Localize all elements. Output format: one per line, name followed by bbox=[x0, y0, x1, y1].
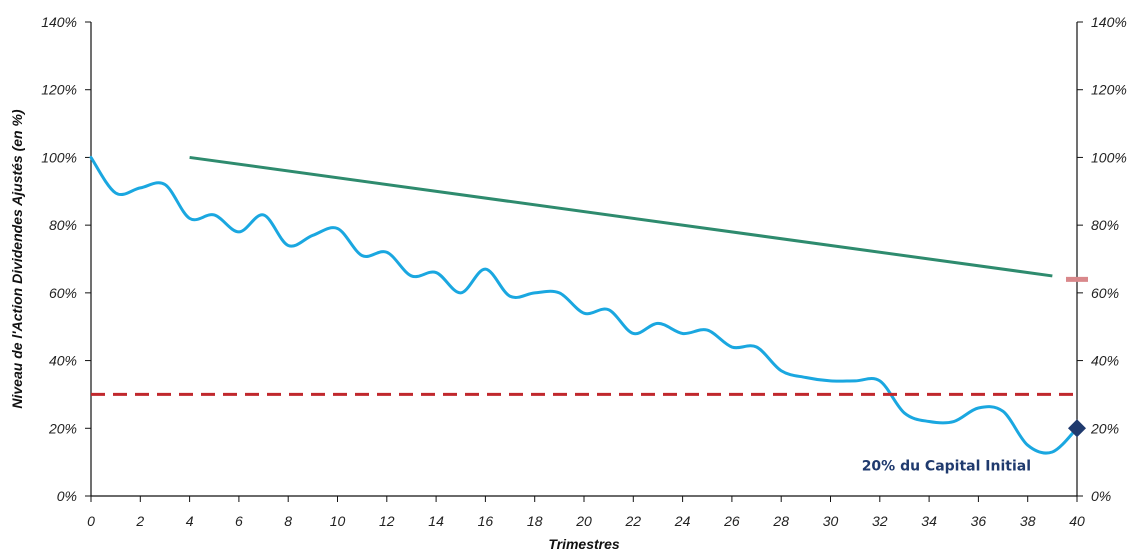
y-tick-label-right: 60% bbox=[1091, 285, 1119, 301]
x-tick-label: 14 bbox=[428, 513, 444, 529]
markers-layer bbox=[1066, 276, 1088, 438]
x-tick-label: 8 bbox=[284, 513, 292, 529]
y-tick-label-left: 0% bbox=[57, 488, 77, 504]
x-tick-label: 18 bbox=[527, 513, 543, 529]
final-level-marker bbox=[1068, 419, 1086, 438]
y-tick-label-left: 40% bbox=[49, 353, 77, 369]
y-tick-label-left: 80% bbox=[49, 217, 77, 233]
x-tick-label: 40 bbox=[1069, 513, 1085, 529]
tick-labels: 0% 0% 20% 20% 40% 40% 60% 60% 80% 80% 100% 100% 120%… bbox=[41, 14, 1127, 529]
x-tick-label: 22 bbox=[625, 513, 642, 529]
x-tick-label: 36 bbox=[971, 513, 987, 529]
axes bbox=[85, 21, 1083, 502]
x-tick-label: 6 bbox=[235, 513, 243, 529]
x-tick-label: 26 bbox=[723, 513, 740, 529]
x-tick-label: 4 bbox=[186, 513, 194, 529]
y-tick-label-right: 100% bbox=[1091, 149, 1127, 165]
y-tick-label-left: 120% bbox=[41, 82, 77, 98]
autocall-line bbox=[189, 155, 1053, 278]
x-tick-label: 38 bbox=[1020, 513, 1036, 529]
y-axis-title: Niveau de l'Action Dividendes Ajustés (e… bbox=[9, 109, 25, 409]
y-tick-label-left: 140% bbox=[41, 14, 77, 30]
y-tick-label-right: 20% bbox=[1090, 420, 1119, 436]
y-tick-label-right: 0% bbox=[1091, 488, 1111, 504]
y-tick-label-left: 100% bbox=[41, 149, 77, 165]
x-axis-title: Trimestres bbox=[548, 536, 620, 552]
x-tick-label: 28 bbox=[772, 513, 789, 529]
y-tick-label-right: 80% bbox=[1091, 217, 1119, 233]
x-tick-label: 2 bbox=[135, 513, 144, 529]
x-tick-label: 16 bbox=[478, 513, 494, 529]
x-tick-label: 0 bbox=[87, 513, 95, 529]
x-tick-label: 10 bbox=[330, 513, 346, 529]
stock-line bbox=[89, 155, 1079, 455]
y-tick-label-right: 40% bbox=[1091, 353, 1119, 369]
y-tick-label-right: 120% bbox=[1091, 82, 1127, 98]
x-tick-label: 34 bbox=[921, 513, 937, 529]
y-tick-label-left: 60% bbox=[49, 285, 77, 301]
x-tick-label: 24 bbox=[674, 513, 691, 529]
x-tick-label: 20 bbox=[575, 513, 592, 529]
series-layer bbox=[89, 155, 1079, 455]
x-tick-label: 30 bbox=[823, 513, 839, 529]
annotation-capital: 20% du Capital Initial bbox=[862, 459, 1031, 475]
x-tick-label: 32 bbox=[872, 513, 888, 529]
y-tick-label-left: 20% bbox=[48, 420, 77, 436]
x-tick-label: 12 bbox=[379, 513, 395, 529]
y-tick-label-right: 140% bbox=[1091, 14, 1127, 30]
